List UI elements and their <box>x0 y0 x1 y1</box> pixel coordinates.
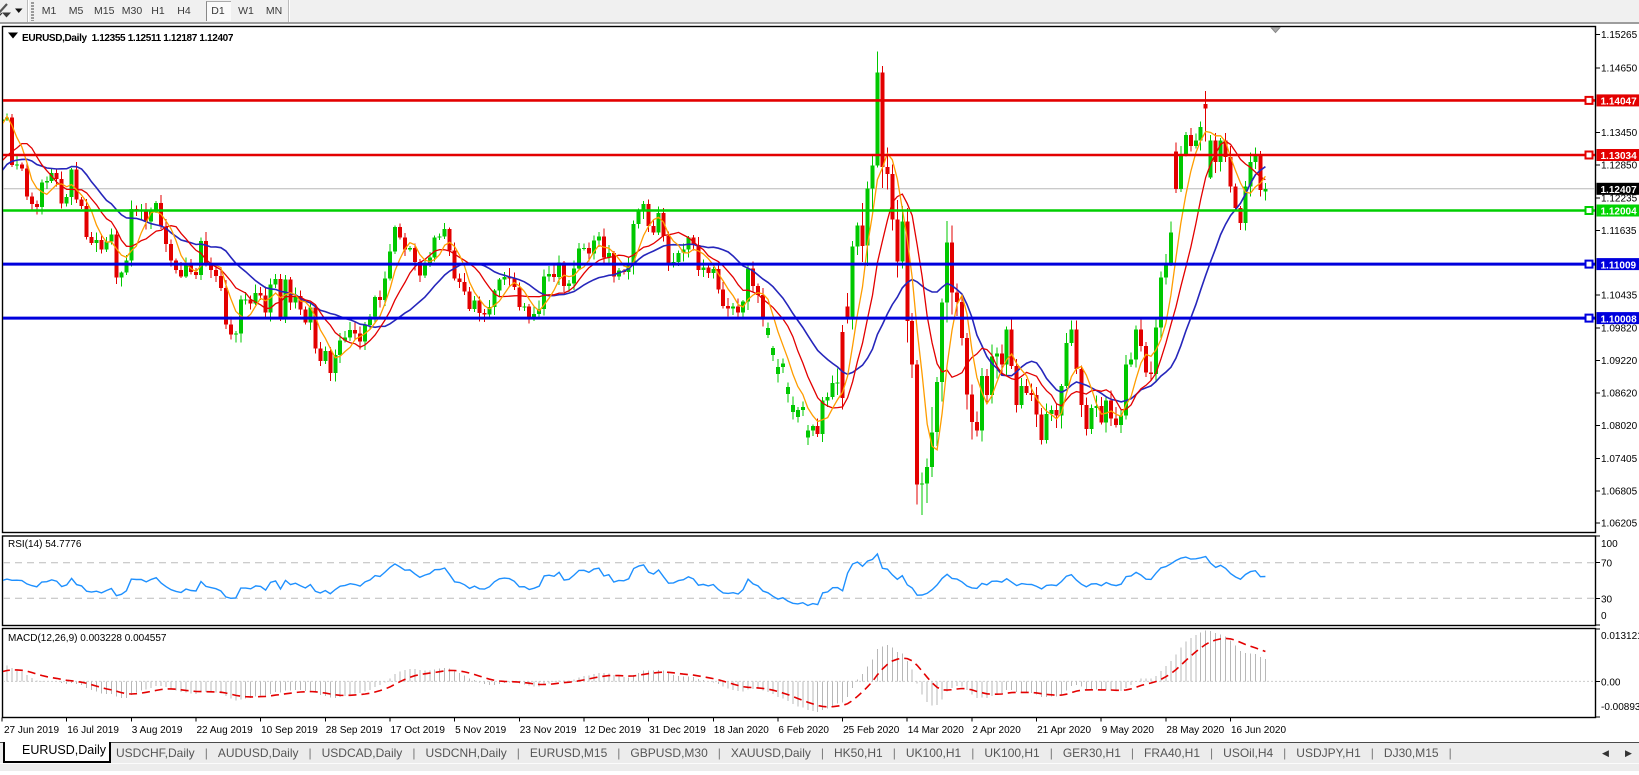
svg-text:1.06205: 1.06205 <box>1601 519 1638 530</box>
svg-text:2 Apr 2020: 2 Apr 2020 <box>972 725 1021 736</box>
svg-text:28 Sep 2019: 28 Sep 2019 <box>326 725 383 736</box>
svg-text:5 Nov 2019: 5 Nov 2019 <box>455 725 507 736</box>
svg-text:1.14650: 1.14650 <box>1601 63 1638 74</box>
svg-text:1.13450: 1.13450 <box>1601 128 1638 139</box>
svg-text:16 Jun 2020: 16 Jun 2020 <box>1231 725 1286 736</box>
svg-text:1.11635: 1.11635 <box>1601 226 1637 237</box>
svg-text:RSI(14) 54.7776: RSI(14) 54.7776 <box>8 539 82 550</box>
svg-text:1.14047: 1.14047 <box>1601 97 1638 108</box>
svg-text:18 Jan 2020: 18 Jan 2020 <box>714 725 769 736</box>
svg-text:100: 100 <box>1601 539 1618 550</box>
svg-text:1.12004: 1.12004 <box>1601 207 1638 218</box>
svg-text:1.08620: 1.08620 <box>1601 388 1638 399</box>
svg-text:1.11009: 1.11009 <box>1601 260 1637 271</box>
svg-text:10 Sep 2019: 10 Sep 2019 <box>261 725 318 736</box>
svg-text:1.12407: 1.12407 <box>1601 185 1638 196</box>
svg-text:21 Apr 2020: 21 Apr 2020 <box>1037 725 1091 736</box>
svg-text:22 Aug 2019: 22 Aug 2019 <box>197 725 254 736</box>
svg-text:1.09820: 1.09820 <box>1601 324 1638 335</box>
svg-text:6 Feb 2020: 6 Feb 2020 <box>778 725 829 736</box>
svg-text:31 Dec 2019: 31 Dec 2019 <box>649 725 706 736</box>
svg-text:1.08020: 1.08020 <box>1601 421 1638 432</box>
svg-text:EURUSD,Daily 1.12355 1.12511: EURUSD,Daily 1.12355 1.12511 1.12187 1.1… <box>22 33 234 44</box>
svg-text:17 Oct 2019: 17 Oct 2019 <box>391 725 446 736</box>
svg-text:0: 0 <box>1601 611 1607 622</box>
svg-text:MACD(12,26,9) 0.003228 0.00455: MACD(12,26,9) 0.003228 0.004557 <box>8 633 167 644</box>
svg-text:1.10008: 1.10008 <box>1601 314 1638 325</box>
svg-text:1.15265: 1.15265 <box>1601 30 1638 41</box>
svg-text:25 Feb 2020: 25 Feb 2020 <box>843 725 900 736</box>
svg-text:23 Nov 2019: 23 Nov 2019 <box>520 725 577 736</box>
svg-text:27 Jun 2019: 27 Jun 2019 <box>4 725 59 736</box>
svg-text:1.06805: 1.06805 <box>1601 486 1638 497</box>
svg-text:0.013121: 0.013121 <box>1601 631 1639 642</box>
svg-text:1.13034: 1.13034 <box>1601 151 1638 162</box>
svg-text:12 Dec 2019: 12 Dec 2019 <box>584 725 641 736</box>
svg-text:9 May 2020: 9 May 2020 <box>1102 725 1155 736</box>
svg-text:3 Aug 2019: 3 Aug 2019 <box>132 725 183 736</box>
svg-text:1.07405: 1.07405 <box>1601 454 1638 465</box>
svg-text:-0.008933: -0.008933 <box>1601 702 1639 713</box>
svg-text:16 Jul 2019: 16 Jul 2019 <box>67 725 119 736</box>
svg-text:1.10435: 1.10435 <box>1601 291 1638 302</box>
svg-text:14 Mar 2020: 14 Mar 2020 <box>908 725 965 736</box>
svg-text:70: 70 <box>1601 559 1613 570</box>
svg-text:30: 30 <box>1601 594 1613 605</box>
svg-text:0.00: 0.00 <box>1601 677 1621 688</box>
svg-text:28 May 2020: 28 May 2020 <box>1166 725 1224 736</box>
svg-text:1.09220: 1.09220 <box>1601 356 1638 367</box>
